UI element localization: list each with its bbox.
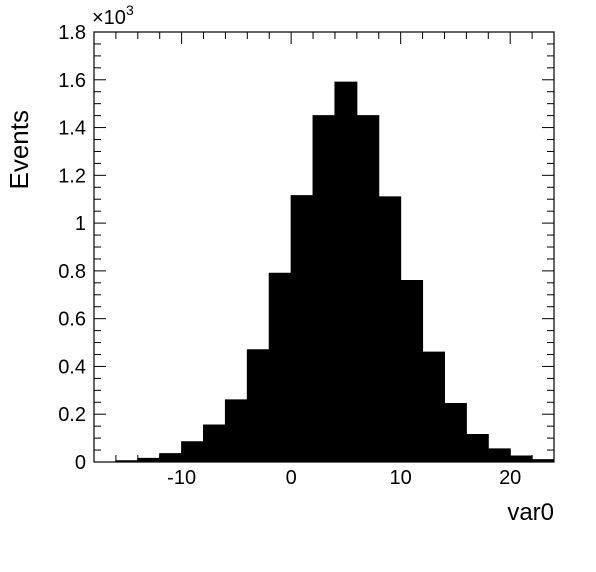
y-tick-label: 1: [75, 213, 86, 235]
y-tick-label: 1.4: [58, 118, 86, 140]
y-tick-label: 1.8: [58, 22, 86, 44]
y-tick-label: 1.6: [58, 70, 86, 92]
histogram-svg: -1001020var000.20.40.60.811.21.41.61.8×1…: [0, 0, 596, 572]
y-tick-label: 0: [75, 452, 86, 474]
y-tick-label: 0.6: [58, 309, 86, 331]
y-tick-label: 0.2: [58, 404, 86, 426]
x-tick-label: -10: [167, 467, 196, 489]
y-axis-label: Events: [4, 110, 34, 190]
x-tick-label: 0: [286, 467, 297, 489]
histogram-figure: -1001020var000.20.40.60.811.21.41.61.8×1…: [0, 0, 596, 572]
x-axis-label: var0: [507, 499, 554, 526]
x-tick-label: 10: [390, 467, 412, 489]
y-tick-label: 0.8: [58, 261, 86, 283]
y-tick-label: 0.4: [58, 356, 86, 378]
y-tick-label: 1.2: [58, 165, 86, 187]
x-tick-label: 20: [499, 467, 521, 489]
